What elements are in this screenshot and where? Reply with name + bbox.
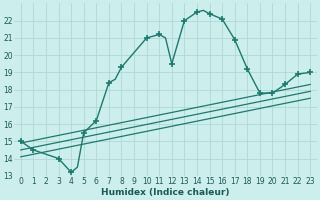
- X-axis label: Humidex (Indice chaleur): Humidex (Indice chaleur): [101, 188, 230, 197]
